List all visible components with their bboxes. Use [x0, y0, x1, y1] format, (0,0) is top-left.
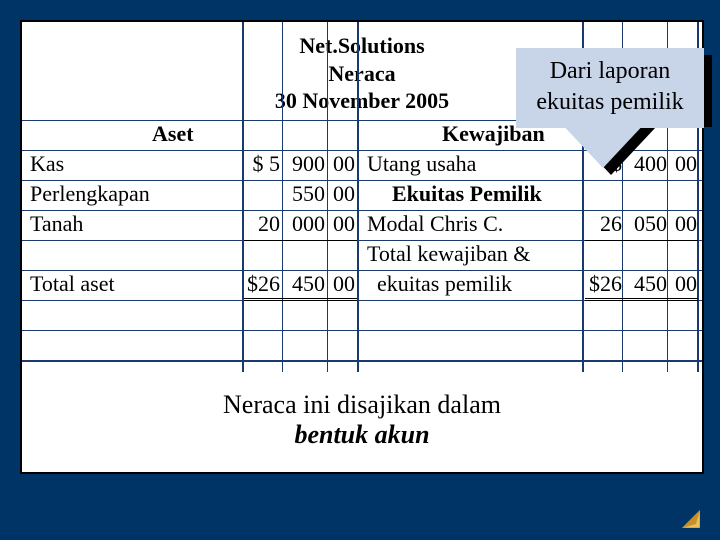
total-aset-cur: $26	[242, 271, 280, 297]
callout-line-1: Dari laporan	[516, 56, 704, 87]
modal-cur: 26	[584, 211, 622, 237]
perlengkapan-main: 550	[282, 181, 325, 207]
kas-main: 900	[282, 151, 325, 177]
perlengkapan-label: Perlengkapan	[30, 181, 150, 207]
totkew-label-2: ekuitas pemilik	[377, 271, 512, 297]
row-blank-1	[22, 300, 702, 331]
tanah-main: 000	[282, 211, 325, 237]
underline-right-subtotal	[585, 240, 698, 241]
row-tanah: Tanah 20 000 00 Modal Chris C. 26 050 00	[22, 210, 702, 241]
ekuitas-heading: Ekuitas Pemilik	[392, 181, 542, 207]
underline-left-subtotal	[244, 240, 357, 241]
kas-label: Kas	[30, 151, 64, 177]
aset-heading: Aset	[152, 121, 194, 147]
total-aset-cents: 00	[327, 271, 355, 297]
callout-line-2: ekuitas pemilik	[516, 87, 704, 118]
callout-arrow-icon	[558, 120, 648, 168]
row-perlengkapan: Perlengkapan 550 00 Ekuitas Pemilik	[22, 180, 702, 211]
row-totals: Total aset $26 450 00 ekuitas pemilik $2…	[22, 270, 702, 301]
total-aset-main: 450	[282, 271, 325, 297]
underline-right-total	[585, 298, 698, 304]
row-totkew1: Total kewajiban &	[22, 240, 702, 271]
caption-line-2: bentuk akun	[294, 420, 429, 449]
row-blank-2	[22, 330, 702, 361]
caption: Neraca ini disajikan dalam bentuk akun	[22, 390, 702, 450]
utang-label: Utang usaha	[367, 151, 476, 177]
kas-cur: $ 5	[242, 151, 280, 177]
total-aset-label: Total aset	[30, 271, 115, 297]
totkew-cents: 00	[669, 271, 697, 297]
tanah-label: Tanah	[30, 211, 83, 237]
row-end	[22, 360, 702, 392]
totkew-cur: $26	[584, 271, 622, 297]
kas-cents: 00	[327, 151, 355, 177]
tanah-cents: 00	[327, 211, 355, 237]
perlengkapan-cents: 00	[327, 181, 355, 207]
page-turn-icon	[682, 510, 700, 528]
caption-line-1: Neraca ini disajikan dalam	[223, 390, 501, 419]
totkew-label-1: Total kewajiban &	[367, 241, 530, 267]
tanah-cur: 20	[242, 211, 280, 237]
utang-cents: 00	[669, 151, 697, 177]
totkew-main: 450	[624, 271, 667, 297]
underline-left-total	[244, 298, 357, 304]
modal-cents: 00	[669, 211, 697, 237]
modal-label: Modal Chris C.	[367, 211, 503, 237]
callout-box: Dari laporan ekuitas pemilik	[516, 48, 704, 128]
modal-main: 050	[624, 211, 667, 237]
